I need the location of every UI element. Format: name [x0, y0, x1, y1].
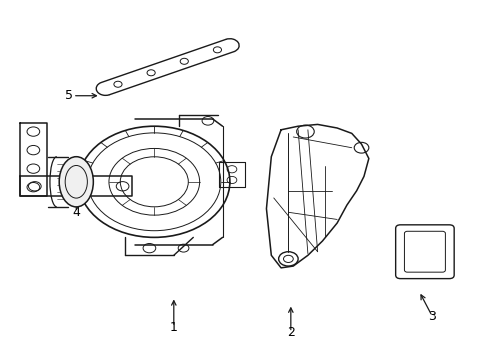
Text: 1: 1 — [169, 320, 177, 333]
Text: 5: 5 — [65, 89, 73, 102]
Text: 3: 3 — [427, 310, 435, 323]
Circle shape — [283, 255, 293, 262]
Text: 4: 4 — [72, 206, 80, 219]
Text: 2: 2 — [286, 326, 294, 339]
Ellipse shape — [59, 157, 93, 207]
